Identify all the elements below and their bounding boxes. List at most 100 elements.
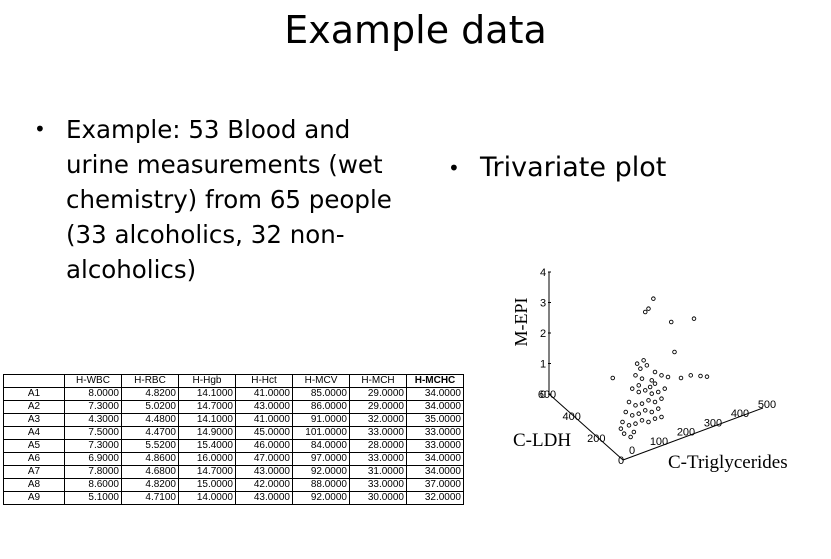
- data-point: [655, 406, 661, 411]
- table-cell: 14.7000: [178, 465, 236, 479]
- table-row-label: A2: [3, 400, 65, 414]
- table-cell: 5.0200: [121, 400, 179, 414]
- table-cell: 34.0000: [406, 452, 464, 466]
- x-axis-label: C-Triglycerides: [668, 452, 788, 473]
- table-cell: 32.0000: [406, 491, 464, 505]
- z-tick-label: 4: [540, 267, 546, 279]
- data-point: [652, 369, 658, 375]
- table-cell: 33.0000: [406, 439, 464, 453]
- table-header-row: H-WBC H-RBC H-Hgb H-Hct H-MCV H-MCH H-MC…: [3, 374, 464, 388]
- table-header-cell: [3, 374, 65, 388]
- data-point: [642, 309, 648, 315]
- x-tick-label: 400: [731, 408, 749, 420]
- table-cell: 14.9000: [178, 426, 236, 440]
- data-point: [636, 383, 641, 388]
- z-tick-label: 1: [540, 359, 546, 371]
- data-point: [642, 388, 648, 393]
- data-point: [639, 418, 645, 423]
- table-cell: 29.0000: [349, 400, 407, 414]
- data-point: [652, 381, 658, 386]
- y-tick-label: 400: [562, 411, 580, 423]
- table-cell: 33.0000: [349, 478, 407, 492]
- table-cell: 4.4800: [121, 413, 179, 427]
- table-cell: 4.7100: [121, 491, 179, 505]
- table-cell: 34.0000: [406, 387, 464, 401]
- data-point: [633, 421, 638, 426]
- table-row: A2 7.3000 5.0200 14.7000 43.0000 86.0000 29.00…: [3, 400, 464, 414]
- table-header-cell: H-WBC: [64, 374, 122, 388]
- data-point: [636, 411, 641, 416]
- x-tick-label: 100: [650, 436, 668, 448]
- table-cell: 29.0000: [349, 387, 407, 401]
- table-cell: 7.5000: [64, 426, 122, 440]
- table-cell: 16.0000: [178, 452, 236, 466]
- table-cell: 8.0000: [64, 387, 122, 401]
- table-row-label: A4: [3, 426, 65, 440]
- data-point: [651, 296, 656, 301]
- table-row-label: A1: [3, 387, 65, 401]
- table-cell: 43.0000: [235, 400, 293, 414]
- table-cell: 92.0000: [292, 465, 350, 479]
- bullet-right: • Trivariate plot: [448, 150, 818, 186]
- table-cell: 6.9000: [64, 452, 122, 466]
- table-cell: 88.0000: [292, 478, 350, 492]
- table-cell: 28.0000: [349, 439, 407, 453]
- table-cell: 14.0000: [178, 491, 236, 505]
- table-cell: 101.0000: [292, 426, 350, 440]
- data-point: [659, 396, 664, 401]
- bullet-dot-icon: •: [448, 156, 460, 180]
- table-cell: 4.4700: [121, 426, 179, 440]
- table-cell: 33.0000: [406, 426, 464, 440]
- bullet-dot-icon: •: [34, 117, 46, 141]
- x-tick-label: 300: [704, 417, 722, 429]
- data-point: [649, 391, 654, 396]
- data-point: [639, 376, 645, 381]
- data-point: [636, 389, 641, 395]
- table-cell: 14.7000: [178, 400, 236, 414]
- table-row: A6 6.9000 4.8600 16.0000 47.0000 97.0000 33.00…: [3, 452, 464, 466]
- table-cell: 32.0000: [349, 413, 407, 427]
- bullet-left-text: Example: 53 Blood and urine measurements…: [66, 115, 392, 284]
- plot-axes: 0123460040020000100200300400500M-EPIC-LD…: [511, 267, 788, 473]
- data-point: [641, 358, 646, 363]
- table-row: A1 8.0000 4.8200 14.1000 41.0000 85.0000 29.00…: [3, 387, 464, 401]
- table-cell: 4.8600: [121, 452, 179, 466]
- table-row-label: A8: [3, 478, 65, 492]
- data-point: [649, 378, 654, 383]
- table-cell: 15.0000: [178, 478, 236, 492]
- table-cell: 14.1000: [178, 387, 236, 401]
- table-cell: 4.8200: [121, 478, 179, 492]
- trivariate-plot: 0123460040020000100200300400500M-EPIC-LD…: [511, 267, 788, 473]
- table-row: A3 4.3000 4.4800 14.1000 41.0000 91.0000 32.00…: [3, 413, 464, 427]
- table-cell: 15.4000: [178, 439, 236, 453]
- table-cell: 14.1000: [178, 413, 236, 427]
- x-tick-label: 200: [677, 427, 695, 439]
- depth-axis-line: [548, 393, 624, 461]
- table-cell: 84.0000: [292, 439, 350, 453]
- table-cell: 46.0000: [235, 439, 293, 453]
- table-cell: 42.0000: [235, 478, 293, 492]
- data-point: [633, 403, 638, 408]
- data-point: [659, 414, 664, 420]
- data-point: [634, 361, 640, 366]
- y-tick-label: 600: [538, 389, 556, 401]
- table-cell: 97.0000: [292, 452, 350, 466]
- data-point: [623, 409, 628, 415]
- table-cell: 4.8200: [121, 387, 179, 401]
- table-cell: 35.0000: [406, 413, 464, 427]
- table-row-label: A9: [3, 491, 65, 505]
- data-point: [655, 389, 661, 395]
- data-point: [642, 408, 648, 413]
- bullet-left: • Example: 53 Blood and urine measuremen…: [34, 112, 414, 287]
- table-cell: 41.0000: [235, 413, 293, 427]
- table-cell: 41.0000: [235, 387, 293, 401]
- table-cell: 8.6000: [64, 478, 122, 492]
- table-row-label: A7: [3, 465, 65, 479]
- table-header-cell: H-MCV: [292, 374, 350, 388]
- data-point: [626, 423, 632, 428]
- z-tick-label: 2: [540, 328, 546, 340]
- x-tick-label: 0: [629, 445, 635, 457]
- table-header-cell: H-Hgb: [178, 374, 236, 388]
- data-point: [672, 349, 677, 355]
- table-cell: 31.0000: [349, 465, 407, 479]
